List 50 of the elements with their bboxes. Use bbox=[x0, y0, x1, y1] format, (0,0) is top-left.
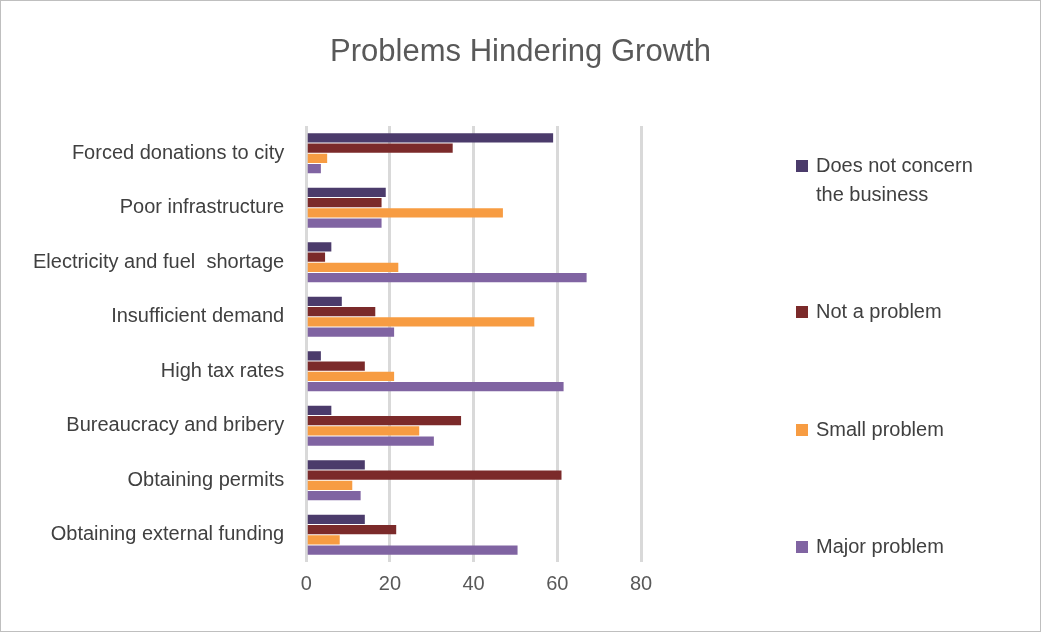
bar bbox=[307, 460, 365, 470]
bar bbox=[307, 381, 564, 392]
bar bbox=[307, 535, 340, 545]
bar bbox=[307, 133, 554, 143]
y-tick-label: Obtaining external funding bbox=[50, 522, 285, 545]
bar bbox=[307, 525, 397, 535]
bar bbox=[307, 296, 342, 307]
bar bbox=[307, 262, 399, 272]
legend-label: Not a problem bbox=[816, 299, 942, 325]
x-tick-label: 40 bbox=[462, 571, 485, 594]
x-tick-label: 0 bbox=[300, 571, 312, 594]
bar bbox=[307, 208, 503, 218]
y-tick-label: Forced donations to city bbox=[71, 140, 285, 163]
bar bbox=[307, 307, 376, 317]
bar bbox=[307, 163, 321, 174]
bar bbox=[307, 480, 353, 490]
legend-label: Does not concern the business bbox=[816, 153, 974, 207]
x-tick-label: 60 bbox=[546, 571, 569, 594]
y-tick-label: Bureaucracy and bribery bbox=[66, 413, 285, 436]
bar bbox=[307, 405, 332, 416]
bar bbox=[307, 514, 365, 525]
bar bbox=[307, 490, 361, 501]
bar bbox=[307, 198, 382, 208]
y-tick-label: Insufficient demand bbox=[111, 304, 285, 327]
bar bbox=[307, 416, 462, 426]
bar bbox=[307, 153, 328, 163]
bar bbox=[307, 426, 420, 436]
bar bbox=[307, 470, 562, 480]
bar bbox=[307, 327, 395, 337]
bar bbox=[307, 436, 434, 446]
y-tick-label: Poor infrastructure bbox=[119, 195, 285, 218]
bar bbox=[307, 218, 382, 228]
bar bbox=[307, 317, 535, 327]
legend-label: Small problem bbox=[816, 416, 944, 442]
bar bbox=[307, 545, 518, 555]
x-tick-label: 80 bbox=[629, 571, 653, 594]
bar bbox=[307, 351, 321, 361]
legend-label: Major problem bbox=[816, 534, 944, 559]
bar bbox=[307, 272, 587, 283]
bar bbox=[307, 361, 365, 371]
x-tick-label: 20 bbox=[378, 571, 402, 594]
y-tick-label: Electricity and fuel shortage bbox=[32, 249, 285, 272]
y-tick-label: Obtaining permits bbox=[127, 467, 285, 490]
bar bbox=[307, 371, 395, 381]
bar bbox=[307, 252, 326, 262]
bar bbox=[307, 143, 453, 153]
bar bbox=[307, 187, 386, 198]
y-tick-label: High tax rates bbox=[160, 358, 285, 381]
chart-title: Problems Hindering Growth bbox=[329, 33, 712, 69]
bar bbox=[307, 242, 332, 252]
